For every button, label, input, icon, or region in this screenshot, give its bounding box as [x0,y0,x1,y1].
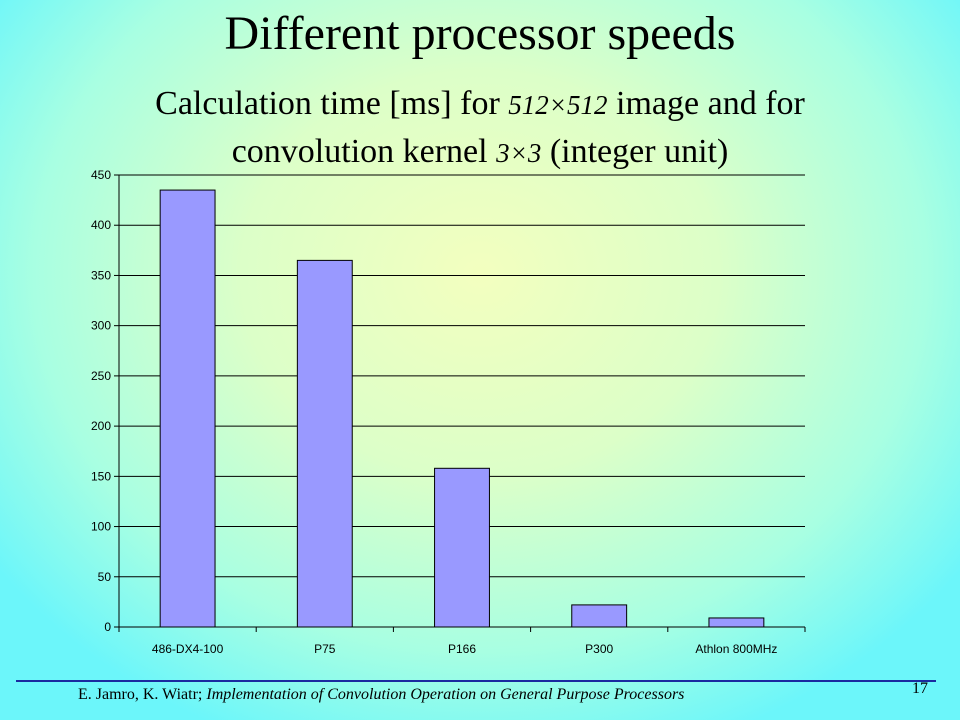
bar-athlon-800mhz [708,617,765,628]
subtitle-image-size: 512×512 [508,90,608,120]
subtitle-line2-post: (integer unit) [541,132,729,170]
y-tick-label: 200 [91,419,111,433]
y-tick-label: 50 [98,570,112,584]
bar-p300 [571,604,628,628]
y-tick-labels: 0 50 100 150 200 250 300 350 400 450 [91,168,111,634]
y-tick-label: 400 [91,218,111,232]
gridlines [119,174,805,578]
x-tick-label: P166 [448,642,476,656]
x-tick-label: 486-DX4-100 [152,642,224,656]
bar-p166 [434,467,490,628]
x-tick-label: Athlon 800MHz [695,642,777,656]
subtitle-line1-pre: Calculation time [ms] for [155,85,509,122]
footer-rule [16,680,936,682]
bar-p75 [296,259,353,628]
subtitle-kernel-size: 3×3 [496,137,542,168]
slide-subtitle: Calculation time [ms] for 512×512 image … [60,80,900,175]
subtitle-line2-pre: convolution kernel [231,132,497,170]
page-number: 17 [912,680,928,697]
bar-486-dx4-100 [159,189,216,628]
bars [159,189,765,628]
x-tick-label: P75 [314,642,336,656]
y-tick-label: 250 [91,369,111,383]
y-tick-label: 450 [91,168,111,182]
footer-citation: E. Jamro, K. Wiatr; Implementation of Co… [78,686,684,704]
y-tick-label: 100 [91,520,111,534]
footer-paper-title: Implementation of Convolution Operation … [206,686,685,703]
y-tick-label: 0 [104,620,111,634]
x-tick-label: P300 [585,642,613,656]
y-tick-label: 300 [91,319,111,333]
bar-chart: 0 50 100 150 200 250 300 350 400 450 486-DX4-100 P… [91,168,806,656]
footer-authors: E. Jamro, K. Wiatr; [78,686,207,703]
slide-title: Different processor speeds [224,7,736,60]
x-tick-labels: 486-DX4-100 P75 P166 P300 Athlon 800MHz [152,642,778,656]
y-tick-label: 350 [91,268,111,282]
axes [114,174,806,632]
subtitle-line1-post: image and for [607,85,805,122]
y-tick-label: 150 [91,469,111,483]
